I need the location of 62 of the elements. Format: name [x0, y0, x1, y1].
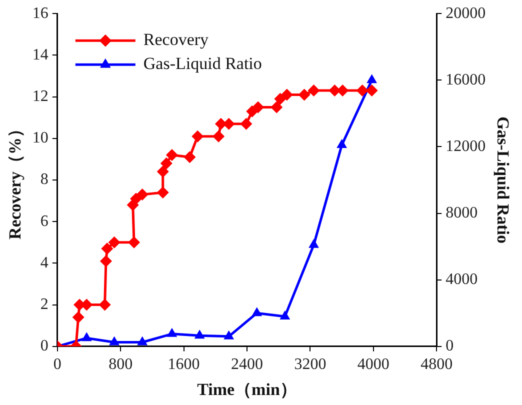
- point: [280, 310, 290, 320]
- x-tick-label: 800: [108, 356, 133, 374]
- y-tick-label: 2: [40, 296, 48, 314]
- x-tick-label: 0: [53, 356, 62, 374]
- point: [274, 92, 286, 105]
- y-tick-label: 6: [40, 212, 48, 230]
- y-tick-label: 8: [40, 171, 48, 188]
- y-tick-label: 10: [32, 130, 48, 147]
- point: [212, 130, 225, 142]
- point: [308, 238, 319, 248]
- x-tick-label: 4800: [420, 356, 453, 374]
- point: [98, 298, 111, 311]
- point: [184, 151, 196, 164]
- y2-tick-label: 16000: [446, 71, 486, 88]
- point: [160, 157, 172, 170]
- y-tick-label: 0: [40, 338, 48, 355]
- point: [194, 330, 205, 339]
- point: [72, 311, 84, 324]
- point: [270, 101, 283, 114]
- x-axis-title: Time（min）: [197, 380, 297, 400]
- x-tick-label: 2400: [231, 356, 263, 374]
- y2-tick-label: 12000: [446, 138, 486, 155]
- point: [81, 332, 92, 342]
- point: [156, 186, 169, 198]
- point: [109, 336, 120, 346]
- point: [130, 192, 142, 205]
- point: [366, 74, 378, 84]
- point: [108, 236, 120, 248]
- y-tick-label: 12: [32, 88, 48, 106]
- point: [136, 188, 148, 201]
- point: [356, 84, 368, 97]
- point: [101, 242, 114, 255]
- point: [252, 307, 262, 316]
- x-tick-label: 4000: [357, 356, 390, 374]
- legend-label: Gas-Liquid Ratio: [143, 54, 262, 74]
- point: [252, 101, 264, 114]
- y2-tick-label: 20000: [446, 4, 486, 22]
- point: [240, 118, 252, 130]
- y-tick-label: 16: [32, 4, 48, 22]
- point: [156, 166, 169, 178]
- point: [192, 130, 204, 142]
- y2-tick-label: 4000: [446, 271, 478, 288]
- y2-axis-title: Gas-Liquid Ratio: [493, 116, 512, 244]
- x-tick-label: 3200: [294, 356, 326, 374]
- point: [166, 328, 178, 337]
- point: [336, 139, 347, 148]
- point: [100, 255, 112, 268]
- y-tick-label: 4: [40, 254, 48, 272]
- point: [166, 149, 178, 162]
- y-tick-label: 14: [32, 46, 48, 64]
- point: [280, 88, 293, 101]
- point: [366, 84, 378, 97]
- point: [137, 336, 148, 346]
- y-axis-title: Recovery（%）: [6, 120, 25, 240]
- legend-label: Recovery: [143, 30, 210, 50]
- y2-tick-label: 8000: [446, 204, 478, 222]
- point: [128, 236, 140, 248]
- point: [298, 88, 310, 101]
- y2-tick-label: 0: [446, 338, 454, 355]
- point: [224, 330, 234, 340]
- point: [308, 84, 320, 97]
- x-tick-label: 1600: [168, 356, 200, 374]
